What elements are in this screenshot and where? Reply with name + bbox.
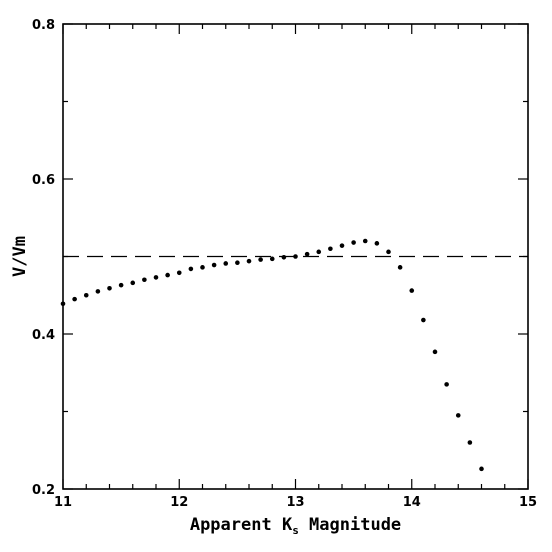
x-tick-label: 12 <box>170 495 188 510</box>
data-point <box>339 243 345 248</box>
data-point <box>386 249 391 255</box>
data-point <box>72 296 77 302</box>
data-point <box>165 272 170 278</box>
data-point <box>328 246 333 252</box>
x-tick-label: 15 <box>519 495 537 510</box>
data-point <box>246 258 252 264</box>
data-point <box>432 349 438 355</box>
data-point <box>362 238 368 244</box>
data-point <box>397 265 403 270</box>
x-tick-label: 11 <box>54 495 72 510</box>
x-tick-label: 13 <box>286 495 304 510</box>
data-point <box>176 270 182 276</box>
data-point <box>223 261 229 266</box>
x-tick-label: 14 <box>403 495 421 510</box>
data-point <box>130 280 136 286</box>
y-axis-label: V/Vm <box>10 236 30 277</box>
y-tick-label: 0.2 <box>32 483 55 498</box>
data-point <box>351 240 356 245</box>
data-point <box>269 256 275 262</box>
data-point <box>258 257 263 262</box>
data-points <box>60 238 484 472</box>
y-tick-labels: 0.2 0.4 0.6 0.8 <box>32 18 55 498</box>
y-tick-label: 0.4 <box>32 328 55 343</box>
data-point <box>281 254 287 260</box>
data-point <box>107 285 112 291</box>
x-tick-labels: 11 12 13 14 15 <box>54 495 537 510</box>
data-point <box>142 277 147 283</box>
data-point <box>118 282 124 288</box>
data-point <box>421 317 426 323</box>
data-point <box>455 413 461 418</box>
x-axis-label: Apparent Ks Magnitude <box>190 515 401 537</box>
data-point <box>200 265 205 270</box>
data-point <box>444 382 449 387</box>
data-point <box>83 292 89 298</box>
data-point <box>479 466 484 472</box>
data-point <box>304 251 310 257</box>
data-point <box>153 275 159 280</box>
data-point <box>316 249 322 255</box>
data-point <box>95 289 101 294</box>
data-point <box>467 440 473 445</box>
plot-frame <box>62 23 529 490</box>
data-point <box>235 260 240 266</box>
data-point <box>374 241 380 246</box>
y-tick-label: 0.6 <box>32 173 55 188</box>
y-tick-label: 0.8 <box>32 18 55 33</box>
data-point <box>409 288 415 293</box>
data-point <box>188 266 194 272</box>
data-point <box>293 254 298 259</box>
data-point <box>211 262 217 268</box>
tick-marks <box>62 23 529 490</box>
